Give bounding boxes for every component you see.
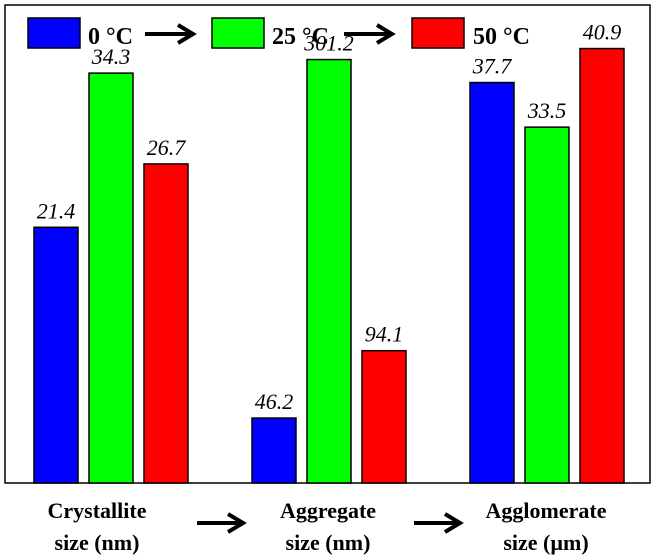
legend-label-50c: 50 °C [473,24,530,50]
legend-swatch-0c [27,17,81,49]
legend-swatch-25c [211,17,265,49]
value-label-crystallite-0c: 21.4 [37,198,76,223]
legend-label-25c: 25 °C [272,24,329,50]
category-arrow-icon [197,512,247,534]
legend-arrow-icon [145,23,197,45]
legend: 0 °C 25 °C 50 °C [27,17,530,50]
bar-crystallite-50c [143,163,189,484]
value-label-crystallite-25c: 34.3 [91,44,131,69]
bar-agglomerate-25c [524,126,570,484]
category-arrow-icon [414,512,464,534]
value-label-aggregate-25c: 301.2 [303,31,354,56]
category-label-aggregate-line1: Aggregate [280,498,376,523]
value-label-aggregate-50c: 94.1 [365,322,404,347]
legend-swatch-50c [411,17,465,49]
category-label-agglomerate-line2: size (µm) [503,530,588,555]
category-labels: Crystallite size (nm) Aggregate size (nm… [48,498,607,555]
category-label-crystallite-line2: size (nm) [55,530,140,555]
bars [33,47,625,484]
bar-crystallite-25c [88,72,134,484]
bar-agglomerate-0c [469,81,515,484]
bar-aggregate-25c [306,58,352,484]
bar-crystallite-0c [33,226,79,484]
value-label-agglomerate-25c: 33.5 [527,98,567,123]
value-label-crystallite-50c: 26.7 [147,135,187,160]
category-label-aggregate-line2: size (nm) [286,530,371,555]
value-label-agglomerate-0c: 37.7 [472,54,513,79]
legend-arrow-icon [344,23,396,45]
bar-agglomerate-50c [579,47,625,484]
value-label-agglomerate-50c: 40.9 [583,20,622,45]
value-label-aggregate-0c: 46.2 [255,389,294,414]
category-label-agglomerate-line1: Agglomerate [486,498,607,523]
category-label-crystallite-line1: Crystallite [48,498,147,523]
value-labels: 21.4 46.2 37.7 34.3 301.2 33.5 26.7 94.1 40.9 [37,20,622,414]
bar-aggregate-0c [251,417,297,484]
legend-label-0c: 0 °C [88,24,133,50]
bar-aggregate-50c [361,349,407,484]
